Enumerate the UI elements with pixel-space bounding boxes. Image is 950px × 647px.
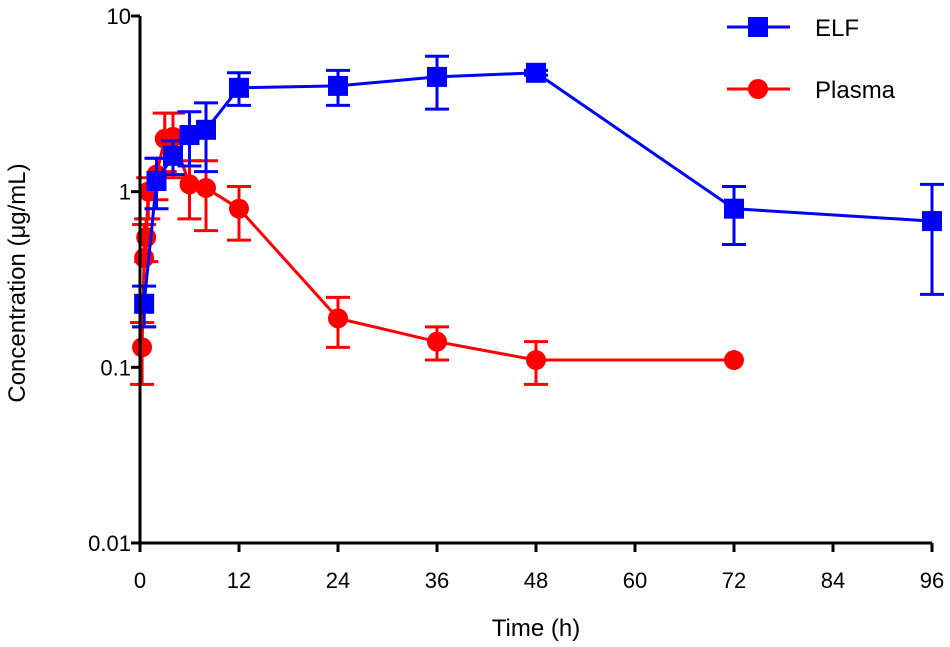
elf-data-point <box>229 77 249 98</box>
elf-data-point <box>328 75 348 96</box>
x-tick-label: 24 <box>326 568 350 593</box>
plasma-data-point <box>229 198 249 219</box>
legend: ELF Plasma <box>727 15 896 104</box>
plasma-data-point <box>179 174 200 195</box>
x-axis-title: Time (h) <box>492 615 580 642</box>
elf-line <box>142 71 933 304</box>
y-axis-title: Concentration (μg/mL) <box>4 163 31 402</box>
x-tick-label: 84 <box>821 568 845 593</box>
axes-layer <box>138 16 932 545</box>
x-tick-label: 60 <box>623 568 647 593</box>
legend-item-plasma: Plasma <box>727 77 896 104</box>
legend-label: Plasma <box>815 77 896 104</box>
elf-data-point <box>922 211 942 232</box>
x-tick-label: 36 <box>425 568 449 593</box>
legend-marker <box>748 17 768 37</box>
x-tick-label: 12 <box>227 568 251 593</box>
plasma-data-point <box>132 337 153 358</box>
elf-data-point <box>134 293 155 314</box>
legend-item-elf: ELF <box>727 15 859 42</box>
elf-data-point <box>196 119 216 140</box>
x-tick-label: 0 <box>134 568 146 593</box>
elf-data-point <box>724 198 744 219</box>
legend-marker <box>748 79 768 99</box>
x-tick-label: 48 <box>524 568 548 593</box>
elf-data-point <box>526 62 546 83</box>
elf-data-point <box>163 145 183 166</box>
plasma-data-point <box>196 177 216 198</box>
plasma-data-point <box>724 350 744 371</box>
elf-data-point <box>146 171 167 192</box>
plasma-data-point <box>526 350 546 371</box>
ticks-layer: 0 12 24 36 48 60 72 84 96 0.01 0.1 1 10 <box>88 4 944 593</box>
elf-data-point <box>179 125 200 146</box>
elf-data-point <box>427 66 447 87</box>
series-elf <box>132 54 944 329</box>
plasma-data-point <box>427 331 447 352</box>
plasma-data-point <box>134 247 155 268</box>
x-tick-label: 96 <box>920 568 944 593</box>
y-tick-label: 1 <box>119 180 131 205</box>
x-tick-label: 72 <box>722 568 746 593</box>
y-tick-label: 10 <box>107 4 131 29</box>
plasma-data-point <box>328 308 348 329</box>
series-layer <box>130 54 944 386</box>
legend-label: ELF <box>815 15 859 42</box>
y-tick-label: 0.1 <box>100 355 131 380</box>
y-tick-label: 0.01 <box>88 531 131 556</box>
